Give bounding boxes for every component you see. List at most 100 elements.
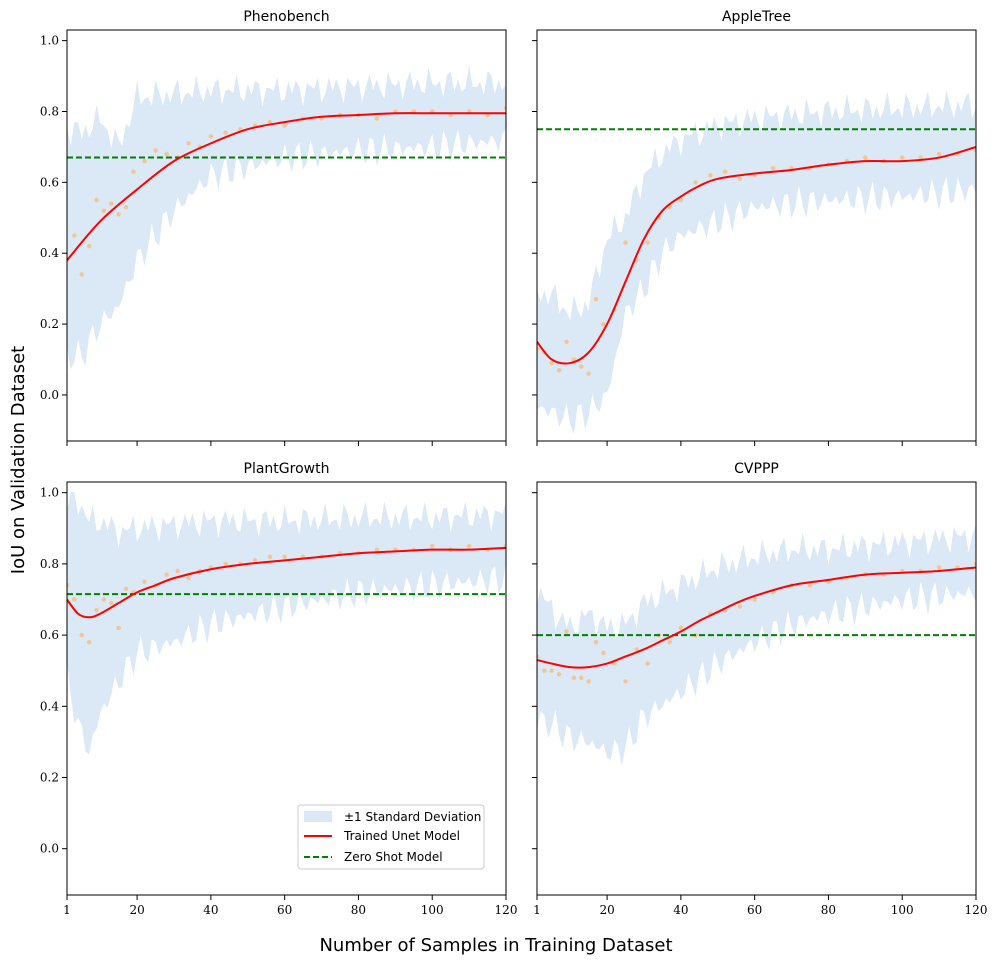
- data-point: [564, 629, 569, 634]
- data-point: [67, 583, 70, 588]
- x-tick-label: 40: [203, 903, 218, 917]
- legend-frame: [297, 804, 485, 870]
- y-tick-label: 0.0: [40, 842, 59, 856]
- plot-area: [537, 89, 976, 434]
- legend: ±1 Standard Deviation Trained Unet Model…: [297, 804, 485, 870]
- x-axis-label: Number of Samples in Training Dataset: [319, 935, 672, 956]
- data-point: [72, 233, 77, 238]
- data-point: [571, 357, 577, 362]
- y-tick-label: 1.0: [40, 486, 59, 500]
- y-tick-label: 0.2: [40, 771, 59, 785]
- data-point: [737, 604, 743, 609]
- panel-frame: [66, 481, 507, 896]
- x-tick-label: 60: [277, 903, 292, 917]
- x-tick-label: 1: [63, 903, 71, 917]
- data-point: [579, 675, 584, 681]
- data-point: [693, 180, 698, 185]
- panel-title: CVPPP: [734, 461, 779, 477]
- fit-line: [537, 145, 976, 365]
- y-tick-label: 1.0: [40, 34, 59, 48]
- x-tick-label: 60: [747, 903, 762, 917]
- panel-appletree: AppleTree: [532, 9, 977, 446]
- data-point: [123, 204, 129, 210]
- data-point: [374, 547, 380, 552]
- data-point: [601, 650, 606, 656]
- data-point: [737, 176, 743, 182]
- panel-phenobench: 0.0 0.2 0.4 0.6 0.8 1.0 Phenobench: [40, 9, 507, 446]
- data-point: [645, 661, 650, 666]
- std-band: [67, 491, 506, 755]
- data-point: [571, 675, 577, 681]
- data-point: [537, 346, 540, 352]
- x-tick-label: 40: [673, 903, 688, 917]
- data-point: [116, 212, 121, 217]
- x-tick-label: 100: [891, 903, 914, 917]
- data-point: [223, 130, 228, 135]
- x-tick-label: 1: [533, 903, 541, 917]
- x-tick-label: 20: [129, 903, 144, 917]
- legend-std-swatch: [304, 811, 332, 822]
- x-tick-label: 80: [821, 903, 836, 917]
- plot-area: [537, 523, 976, 767]
- data-point: [678, 197, 684, 203]
- y-tick-label: 0.0: [40, 388, 59, 402]
- x-tick-label: 80: [351, 903, 366, 917]
- data-point: [252, 558, 258, 563]
- data-point: [900, 155, 905, 160]
- data-point: [101, 597, 107, 602]
- data-point: [175, 568, 180, 574]
- data-point: [667, 640, 673, 645]
- data-point: [579, 364, 584, 369]
- data-point: [936, 151, 942, 157]
- data-point: [131, 169, 136, 174]
- data-point: [186, 575, 191, 581]
- data-point: [94, 197, 99, 203]
- panel-frame: [536, 29, 977, 442]
- data-point: [586, 371, 591, 376]
- data-point: [164, 151, 169, 157]
- y-tick-label: 0.8: [40, 104, 59, 118]
- std-band: [537, 89, 976, 434]
- panel-frame: [536, 481, 977, 896]
- legend-zero-shot-label: Zero Shot Model: [344, 850, 443, 864]
- x-tick-label: 120: [965, 903, 988, 917]
- data-point: [612, 661, 617, 666]
- legend-fit-label: Trained Unet Model: [343, 829, 460, 843]
- data-point: [623, 679, 628, 684]
- data-point: [142, 579, 147, 584]
- panel-title: Phenobench: [243, 9, 329, 25]
- data-point: [708, 173, 713, 178]
- data-point: [556, 367, 562, 373]
- data-point: [556, 672, 562, 677]
- data-point: [807, 583, 813, 588]
- data-point: [645, 240, 650, 245]
- data-point: [153, 148, 158, 153]
- panel-title: AppleTree: [722, 9, 791, 25]
- y-tick-label: 0.6: [40, 175, 59, 189]
- x-tick-label: 120: [495, 903, 518, 917]
- std-band: [67, 65, 506, 370]
- plot-area: [67, 65, 506, 370]
- data-point: [86, 640, 92, 645]
- data-point: [601, 321, 606, 327]
- data-point: [267, 554, 273, 559]
- data-point: [918, 155, 923, 160]
- data-point: [752, 597, 757, 602]
- data-point: [973, 148, 976, 153]
- data-point: [79, 632, 84, 638]
- data-point: [86, 243, 92, 249]
- fit-line: [67, 112, 506, 261]
- data-point: [116, 625, 121, 631]
- y-tick-label: 0.8: [40, 557, 59, 571]
- data-point: [936, 565, 942, 570]
- data-point: [863, 155, 868, 160]
- panel-title: PlantGrowth: [244, 461, 330, 477]
- legend-std-label: ±1 Standard Deviation: [344, 810, 481, 824]
- data-point: [549, 360, 554, 366]
- panel-frame: [66, 29, 507, 442]
- data-point: [123, 586, 129, 592]
- data-point: [549, 668, 554, 673]
- data-point: [770, 165, 776, 171]
